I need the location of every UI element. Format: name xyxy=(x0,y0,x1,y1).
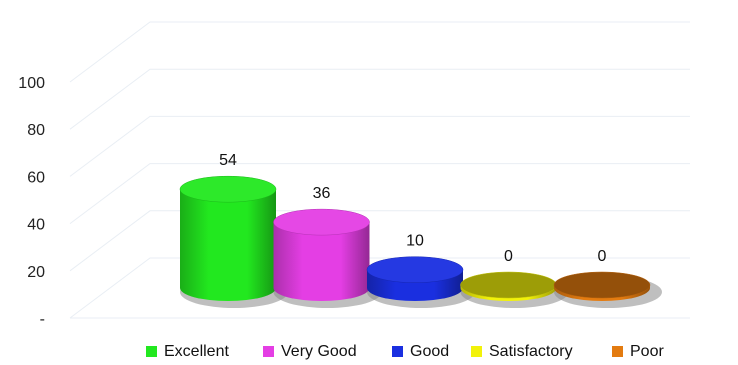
gridline xyxy=(69,210,690,272)
bar-satisfactory xyxy=(460,271,557,301)
legend: Excellent Very Good Good Satisfactory Poor xyxy=(0,343,738,365)
data-label: 36 xyxy=(313,185,331,202)
y-axis-labels: - 20 40 60 80 100 xyxy=(18,75,45,328)
legend-label: Poor xyxy=(630,343,664,360)
y-tick-label: 20 xyxy=(27,264,45,281)
data-label: 0 xyxy=(504,248,513,265)
gridline xyxy=(69,257,690,319)
gridline xyxy=(69,21,690,83)
y-tick-label: - xyxy=(40,311,45,328)
data-label: 10 xyxy=(406,233,424,250)
bar-top xyxy=(179,175,277,203)
bar-body xyxy=(273,222,370,301)
data-labels: 54 36 10 0 0 xyxy=(219,152,606,265)
chart-gridlines xyxy=(69,21,690,319)
legend-label: Very Good xyxy=(281,343,357,360)
bar-top xyxy=(460,271,557,299)
gridline xyxy=(69,163,690,225)
legend-label: Satisfactory xyxy=(489,343,573,360)
y-tick-label: 40 xyxy=(27,217,45,234)
legend-item-good: Good xyxy=(392,343,449,361)
y-tick-label: 100 xyxy=(18,75,45,92)
bar-excellent xyxy=(179,175,277,301)
bar-top xyxy=(553,271,651,299)
data-label: 54 xyxy=(219,152,237,169)
legend-label: Excellent xyxy=(164,343,229,360)
legend-swatch xyxy=(146,346,157,357)
bar-poor xyxy=(553,271,651,301)
legend-item-poor: Poor xyxy=(612,343,664,361)
legend-item-very-good: Very Good xyxy=(263,343,357,361)
legend-swatch xyxy=(471,346,482,357)
bars xyxy=(179,175,651,301)
bar-body xyxy=(180,189,276,301)
bar-good xyxy=(366,256,464,301)
legend-swatch xyxy=(263,346,274,357)
bar-top xyxy=(273,208,370,236)
y-tick-label: 60 xyxy=(27,169,45,186)
gridline xyxy=(69,68,690,130)
legend-item-excellent: Excellent xyxy=(146,343,229,361)
legend-swatch xyxy=(612,346,623,357)
legend-label: Good xyxy=(410,343,450,360)
legend-swatch xyxy=(392,346,403,357)
legend-item-satisfactory: Satisfactory xyxy=(471,343,573,361)
gridline xyxy=(69,115,690,177)
data-label: 0 xyxy=(598,248,607,265)
bar-top xyxy=(366,256,464,283)
bar-very-good xyxy=(273,208,370,301)
y-tick-label: 80 xyxy=(27,122,45,139)
